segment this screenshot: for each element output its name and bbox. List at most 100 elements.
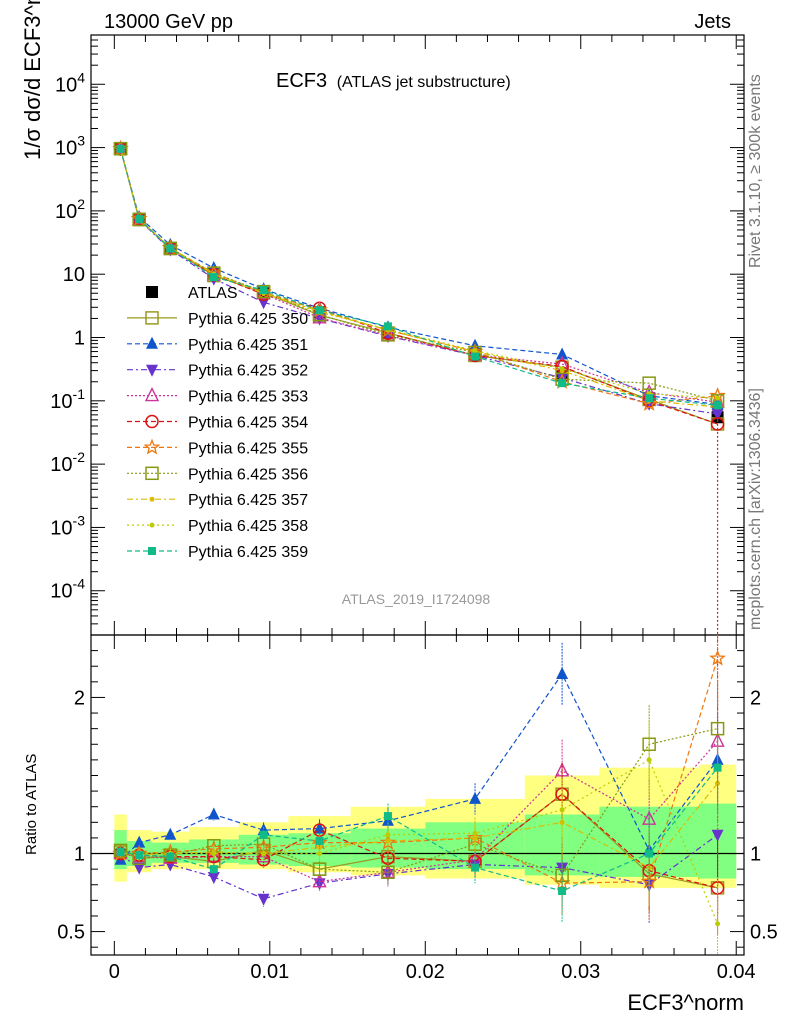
y-tick-label-ratio-right: 0.5: [750, 922, 778, 944]
ratio-point: [715, 921, 721, 927]
y-tick-label-main: 10-2: [50, 449, 85, 476]
y-tick-label-main: 10: [63, 264, 85, 286]
x-axis-label: ECF3^norm: [627, 990, 744, 1015]
legend-label: ATLAS: [188, 285, 238, 302]
y-tick-label-main: 10-1: [50, 386, 85, 413]
legend-label: Pythia 6.425 359: [188, 544, 308, 561]
legend-marker: [146, 364, 158, 377]
data-point: [113, 141, 128, 156]
data-point: [713, 401, 722, 410]
ratio-point: [642, 737, 656, 752]
ratio-point: [135, 851, 144, 860]
y-tick-label-ratio: 0.5: [57, 922, 85, 944]
legend-label: Pythia 6.425 358: [188, 518, 308, 535]
y-tick-label-ratio-right: 1: [750, 844, 761, 866]
ratio-point: [166, 852, 175, 861]
ratio-point: [711, 829, 724, 842]
data-point: [558, 379, 567, 388]
data-point: [556, 372, 569, 385]
ratio-point: [116, 847, 125, 856]
ratio-point: [379, 833, 397, 850]
ratio-point: [713, 763, 722, 772]
data-point: [259, 286, 268, 295]
plot-title-sub: (ATLAS jet substructure): [337, 74, 511, 91]
legend-item: Pythia 6.425 350: [127, 311, 308, 328]
x-tick-label: 0.02: [406, 961, 445, 983]
data-point: [315, 306, 324, 315]
y-tick-label-ratio: 2: [74, 687, 85, 709]
ratio-point: [472, 835, 478, 841]
legend-label: Pythia 6.425 357: [188, 492, 308, 509]
legend-label: Pythia 6.425 353: [188, 389, 308, 406]
ratio-line: [120, 759, 719, 925]
legend-marker: [146, 286, 158, 298]
y-label-group: 1/σ dσ/d ECF3^norm: [20, 0, 45, 160]
legend-item: Pythia 6.425 358: [127, 518, 308, 535]
series-main-Pythia-6425-359: [116, 144, 722, 410]
ratio-point: [259, 830, 268, 839]
legend-marker: [145, 466, 159, 481]
series-layer: [112, 140, 726, 955]
y-tick-label-main: 104: [55, 69, 85, 96]
ratio-point: [211, 851, 217, 857]
ratio-point: [558, 887, 567, 895]
ratio-point: [559, 807, 565, 813]
data-point: [640, 394, 658, 411]
ratio-point: [646, 865, 652, 871]
ratio-line: [120, 728, 718, 877]
y-label-text: 1/σ dσ/d ECF3^norm: [20, 0, 45, 160]
ratio-point: [207, 871, 220, 884]
plot-title-main: ECF3: [276, 70, 327, 92]
legend-item: Pythia 6.425 359: [127, 544, 308, 561]
ratio-point: [317, 851, 323, 857]
data-point: [166, 244, 175, 253]
x-tick-label: 0.01: [250, 961, 289, 983]
analysis-id: ATLAS_2019_I1724098: [342, 591, 491, 607]
y-tick-label-main: 102: [55, 196, 85, 223]
ratio-point: [645, 849, 654, 858]
plot-title: ECF3 (ATLAS jet substructure): [276, 70, 511, 92]
header-right: Jets: [694, 11, 731, 33]
ratio-point: [383, 812, 392, 821]
y-tick-label-main: 10-4: [50, 576, 85, 603]
data-point: [209, 273, 218, 282]
legend-label: Pythia 6.425 350: [188, 311, 308, 328]
x-tick-label: 0: [109, 961, 120, 983]
ratio-line: [120, 793, 718, 889]
ratio-point: [646, 757, 652, 763]
legend-item: Pythia 6.425 351: [127, 336, 308, 354]
legend-label: Pythia 6.425 354: [188, 415, 308, 432]
ratio-point: [133, 835, 146, 848]
ratio-point: [469, 791, 482, 804]
y-axis-label-ratio: Ratio to ATLAS: [23, 754, 40, 855]
data-point: [135, 215, 144, 224]
y-tick-label-main: 10-3: [50, 512, 85, 539]
x-axis-label-text: ECF3^norm: [627, 990, 744, 1015]
legend-marker: [148, 547, 156, 555]
legend-item: Pythia 6.425 354: [127, 415, 308, 432]
data-point: [710, 417, 725, 431]
ratio-point: [471, 863, 480, 872]
series-main-ATLAS: [114, 142, 724, 424]
legend-marker: [146, 336, 158, 349]
side-label-top: Rivet 3.1.10, ≥ 300k events: [747, 74, 764, 268]
ratio-point: [164, 827, 177, 840]
ratio-point: [380, 863, 396, 878]
legend-item: Pythia 6.425 352: [127, 363, 308, 380]
series-line: [119, 148, 718, 406]
data-point: [715, 395, 721, 401]
series-ratio-Pythia-6425-359: [116, 720, 722, 923]
y-tick-label-main: 1: [74, 328, 85, 350]
legend-label: Pythia 6.425 355: [188, 440, 308, 457]
data-point: [471, 352, 480, 361]
legend-marker: [145, 311, 159, 325]
x-tick-label: 0.03: [561, 961, 600, 983]
axes-frames: 10-4 10-3 10-2 10-1 1 10 102 103 104 0 0.01 0.02 0.0…: [50, 34, 778, 983]
series-line: [119, 148, 718, 399]
legend-marker: [149, 522, 155, 528]
ratio-point: [385, 832, 391, 838]
ratio-point: [261, 851, 267, 857]
data-point: [163, 241, 178, 256]
